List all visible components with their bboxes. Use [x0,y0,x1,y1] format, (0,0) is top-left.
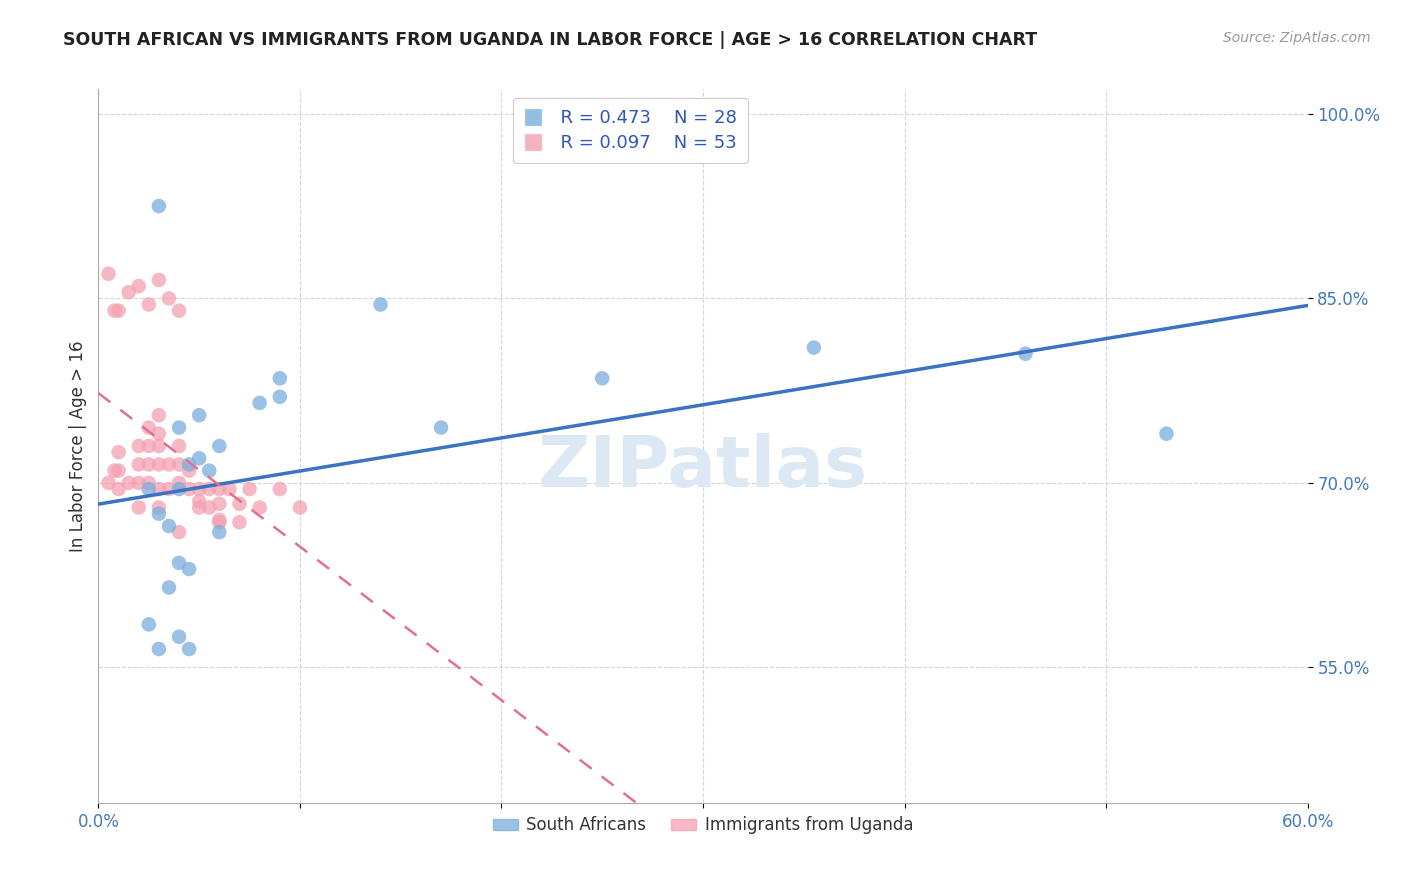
Point [97,475,120,490]
Point [148,273,170,287]
Point [128,475,150,490]
Point [128,439,150,453]
Point [157,458,180,472]
Point [107,482,129,496]
Point [167,556,190,570]
Point [1014,347,1036,361]
Point [167,525,190,540]
Text: ZIPatlas: ZIPatlas [538,433,868,502]
Point [157,482,180,496]
Point [179,464,201,478]
Point [208,516,231,530]
Point [179,482,201,496]
Point [148,199,170,213]
Point [167,630,190,644]
Point [97,267,120,281]
Point [138,617,160,632]
Y-axis label: In Labor Force | Age > 16: In Labor Force | Age > 16 [69,340,87,552]
Point [167,482,190,496]
Point [148,507,170,521]
Point [188,451,211,466]
Point [167,439,190,453]
Point [228,516,250,530]
Point [138,458,160,472]
Point [188,500,211,515]
Point [138,297,160,311]
Point [138,475,160,490]
Point [591,371,613,385]
Point [198,500,221,515]
Point [269,390,291,404]
Point [228,497,250,511]
Text: SOUTH AFRICAN VS IMMIGRANTS FROM UGANDA IN LABOR FORCE | AGE > 16 CORRELATION CH: SOUTH AFRICAN VS IMMIGRANTS FROM UGANDA … [63,31,1038,49]
Point [118,285,141,300]
Point [128,279,150,293]
Point [103,303,125,318]
Point [430,420,453,434]
Point [179,458,201,472]
Point [239,482,262,496]
Point [138,420,160,434]
Point [208,439,231,453]
Point [148,458,170,472]
Point [370,297,392,311]
Point [249,396,271,410]
Point [188,409,211,423]
Point [148,642,170,657]
Point [269,371,291,385]
Point [107,464,129,478]
Point [179,562,201,576]
Point [803,341,825,355]
Legend: South Africans, Immigrants from Uganda: South Africans, Immigrants from Uganda [486,810,920,841]
Point [148,439,170,453]
Point [198,482,221,496]
Point [107,303,129,318]
Point [103,464,125,478]
Point [208,525,231,540]
Point [188,482,211,496]
Point [179,642,201,657]
Point [157,291,180,305]
Point [107,445,129,459]
Point [167,420,190,434]
Point [249,500,271,515]
Point [167,458,190,472]
Point [138,439,160,453]
Point [148,500,170,515]
Point [128,500,150,515]
Point [208,513,231,527]
Point [208,482,231,496]
Point [157,519,180,533]
Point [269,482,291,496]
Point [218,482,240,496]
Point [128,458,150,472]
Point [148,409,170,423]
Point [148,482,170,496]
Point [118,475,141,490]
Point [138,482,160,496]
Point [198,464,221,478]
Point [148,426,170,441]
Point [208,497,231,511]
Point [288,500,311,515]
Point [167,303,190,318]
Text: Source: ZipAtlas.com: Source: ZipAtlas.com [1223,31,1371,45]
Point [1156,426,1178,441]
Point [188,494,211,508]
Point [157,581,180,595]
Point [167,475,190,490]
